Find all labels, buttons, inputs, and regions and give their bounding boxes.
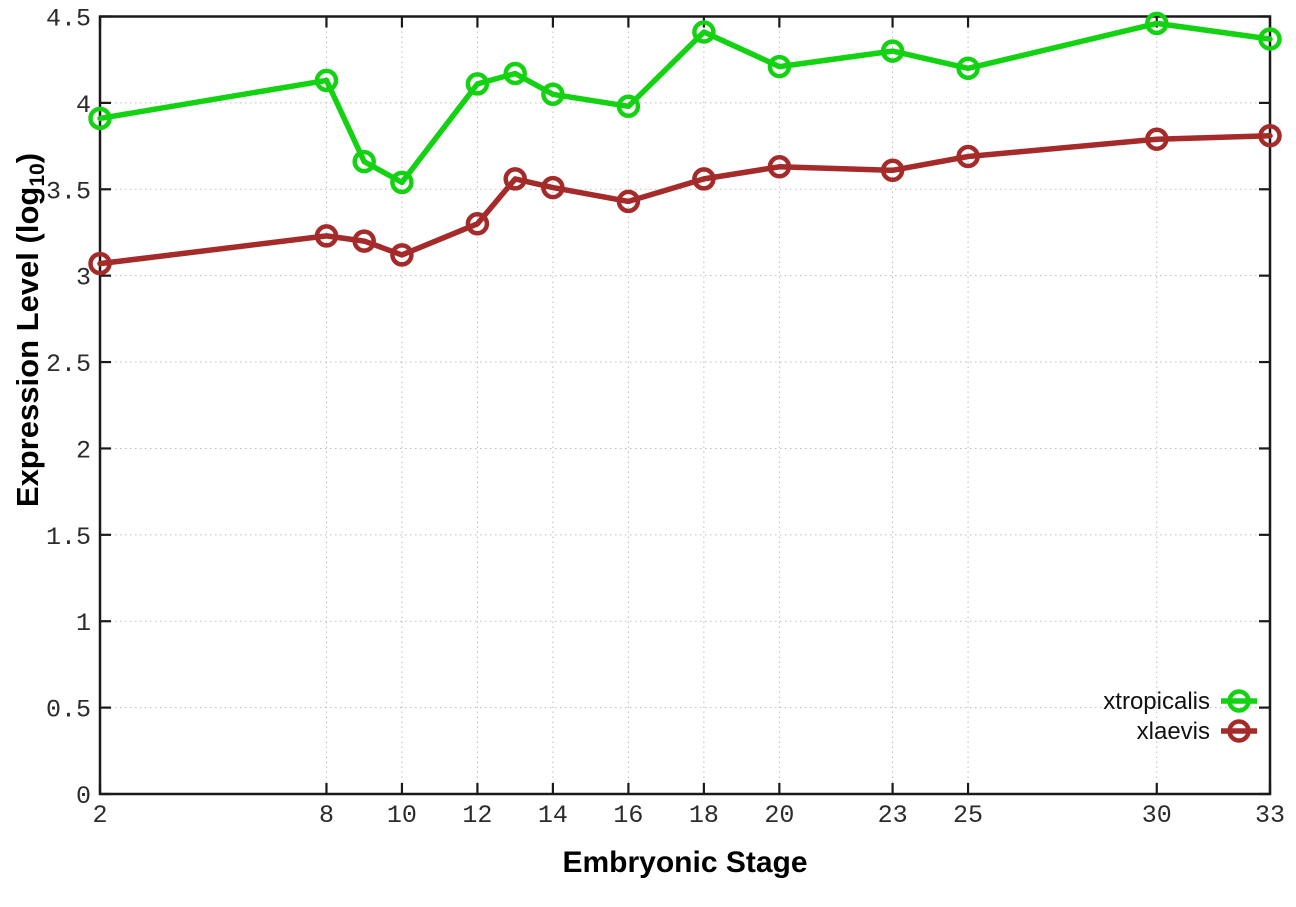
- data-point-xlaevis-stage-20: [767, 155, 792, 179]
- y-tick-label-4: 4: [76, 91, 91, 120]
- data-point-xlaevis-stage-16: [616, 189, 641, 214]
- y-tick-label-0.5: 0.5: [46, 696, 91, 725]
- data-point-xlaevis-stage-30: [1145, 127, 1169, 151]
- y-axis-title-suffix: ): [10, 152, 46, 164]
- data-point-xtropicalis-stage-33: [1258, 27, 1282, 51]
- y-tick-label-4.5: 4.5: [46, 5, 91, 34]
- data-point-xtropicalis-stage-9: [352, 149, 376, 174]
- x-tick-label-8: 8: [319, 801, 334, 830]
- data-point-xlaevis-stage-33: [1258, 123, 1282, 148]
- x-tick-label-10: 10: [387, 801, 417, 830]
- legend-sample-marker-xtropicalis: [1227, 689, 1251, 713]
- x-tick-label-20: 20: [764, 801, 794, 830]
- data-point-xlaevis-stage-14: [541, 175, 565, 200]
- y-tick-label-3.5: 3.5: [46, 177, 91, 206]
- data-point-xlaevis-stage-2: [88, 251, 112, 276]
- legend-label-xlaevis: xlaevis: [1137, 718, 1210, 745]
- series-line-xlaevis: [97, 132, 1273, 267]
- y-tick-label-1.5: 1.5: [46, 523, 91, 552]
- y-tick-label-0: 0: [76, 782, 91, 811]
- legend-label-xtropicalis: xtropicalis: [1103, 688, 1210, 715]
- y-tick-label-1: 1: [76, 609, 91, 638]
- data-point-xtropicalis-stage-25: [956, 56, 980, 81]
- data-point-xlaevis-stage-12: [465, 212, 490, 236]
- y-tick-label-2: 2: [76, 436, 91, 465]
- data-point-xtropicalis-stage-8: [314, 68, 339, 93]
- data-point-xtropicalis-stage-20: [767, 54, 792, 79]
- data-point-xtropicalis-stage-10: [390, 170, 414, 195]
- x-tick-label-14: 14: [538, 801, 568, 830]
- data-point-xtropicalis-stage-16: [616, 94, 641, 119]
- data-point-xtropicalis-stage-14: [541, 82, 565, 107]
- x-tick-label-25: 25: [953, 801, 983, 830]
- data-point-xlaevis-stage-13: [503, 167, 527, 191]
- x-tick-label-18: 18: [689, 801, 719, 830]
- data-point-xlaevis-stage-8: [314, 224, 339, 248]
- data-point-xtropicalis-stage-13: [503, 61, 527, 86]
- x-tick-label-23: 23: [878, 801, 908, 830]
- x-tick-label-12: 12: [462, 801, 492, 830]
- legend-sample-marker-xlaevis: [1227, 719, 1251, 743]
- y-axis-title-subscript: 10: [25, 163, 49, 187]
- data-point-xlaevis-stage-18: [692, 167, 716, 191]
- data-point-xlaevis-stage-9: [352, 229, 376, 253]
- x-axis-title: Embryonic Stage: [562, 846, 808, 879]
- data-point-xlaevis-stage-23: [880, 158, 905, 183]
- y-tick-label-3: 3: [76, 264, 91, 293]
- data-point-xtropicalis-stage-23: [880, 39, 905, 63]
- data-point-xtropicalis-stage-2: [88, 106, 112, 131]
- data-point-xtropicalis-stage-12: [465, 72, 490, 96]
- data-point-xlaevis-stage-10: [390, 243, 414, 267]
- y-axis-title-text: Expression Level (log: [10, 186, 46, 508]
- data-point-xlaevis-stage-25: [956, 144, 980, 169]
- data-point-xtropicalis-stage-30: [1145, 11, 1169, 36]
- series-line-xtropicalis: [97, 20, 1273, 186]
- x-tick-label-33: 33: [1255, 801, 1285, 830]
- plot-border: [98, 15, 1272, 796]
- x-tick-label-30: 30: [1142, 801, 1172, 830]
- x-tick-label-2: 2: [92, 801, 107, 830]
- y-tick-label-2.5: 2.5: [46, 350, 91, 379]
- x-tick-label-16: 16: [613, 801, 643, 830]
- data-point-xtropicalis-stage-18: [692, 20, 716, 44]
- y-axis-title: Expression Level (log10): [10, 153, 50, 507]
